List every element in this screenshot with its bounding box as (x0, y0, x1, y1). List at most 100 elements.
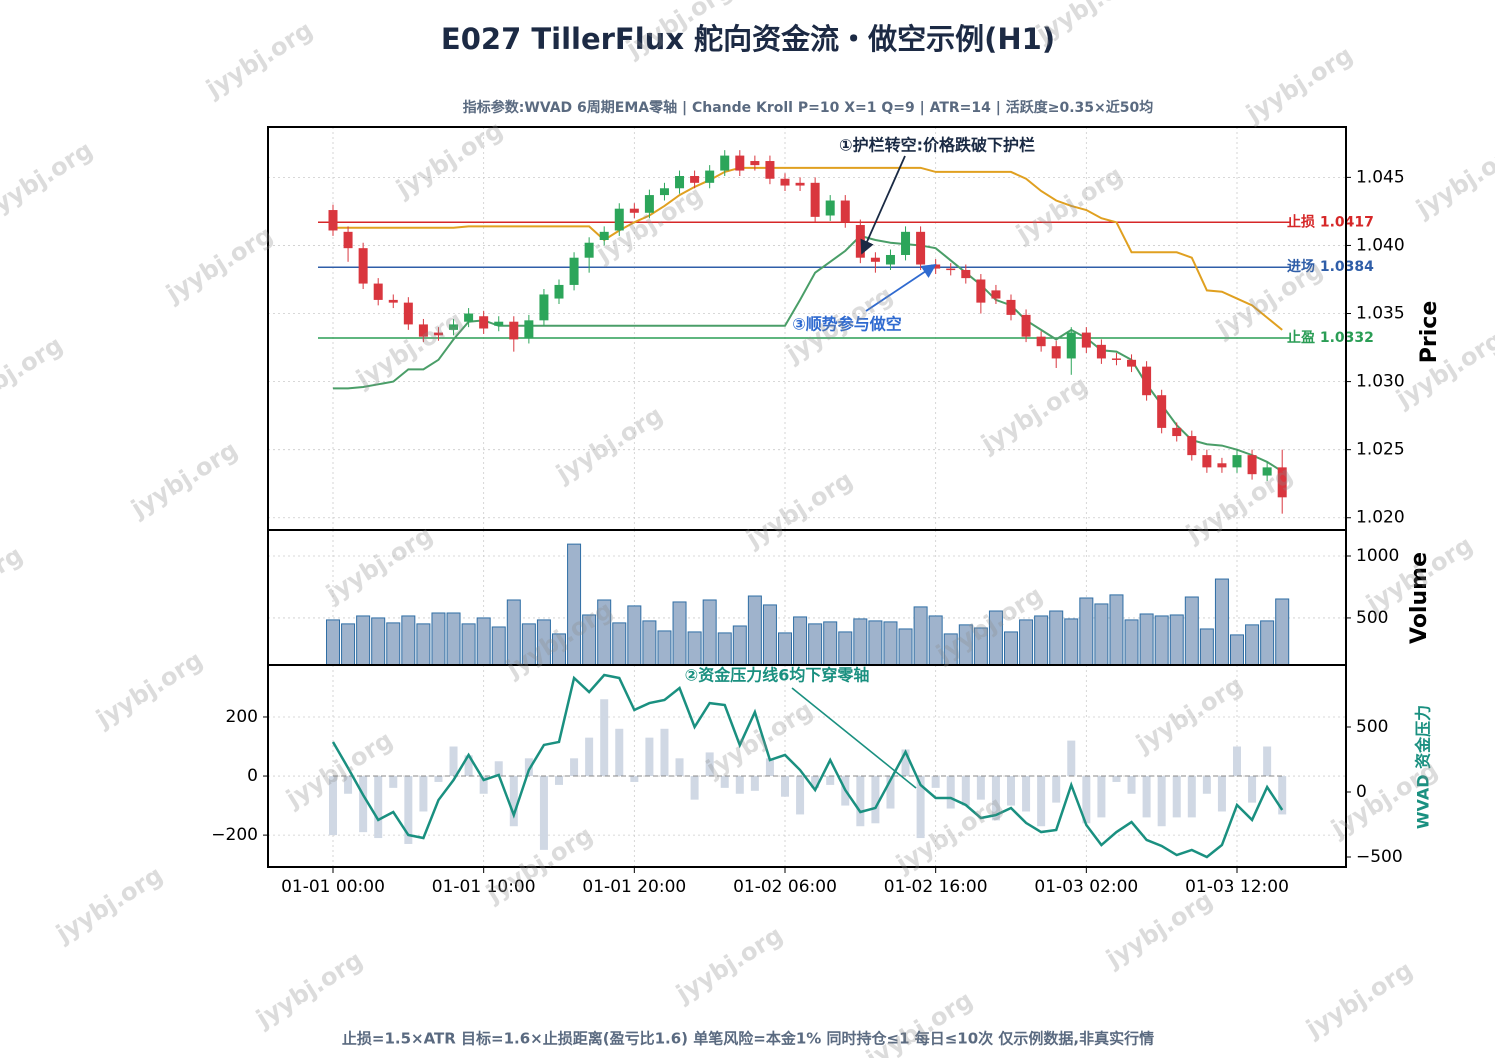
wvad-bar (449, 746, 458, 777)
volume-bar (1109, 594, 1124, 666)
annotation-arrow (865, 264, 937, 312)
candle-body (1111, 358, 1121, 360)
annotation-arrow (791, 687, 917, 789)
candle-body (418, 324, 428, 337)
x-tick-label: 01-03 02:00 (1034, 877, 1138, 897)
volume-bar (1004, 631, 1018, 666)
wvad-bar (524, 758, 533, 777)
candle-body (584, 242, 594, 258)
volume-bar (732, 625, 747, 666)
wvad-bar (344, 776, 353, 794)
wvad-bar (675, 758, 684, 777)
level-label: 止损 1.0417 (1287, 213, 1374, 230)
candle-body (1232, 455, 1242, 468)
wvad-bar (750, 776, 759, 791)
wvad-bar (464, 755, 473, 777)
wvad-bar (494, 761, 503, 777)
y-tick-label: −200 (211, 825, 258, 845)
wvad-bar (1097, 776, 1106, 818)
y-tick-label: 200 (226, 707, 258, 727)
candle-body (449, 324, 459, 330)
volume-bar (1260, 620, 1275, 666)
candle-body (433, 332, 443, 336)
volume-bar (1154, 615, 1169, 666)
wvad-bar (856, 776, 865, 827)
wvad-bar (1082, 776, 1091, 824)
volume-bar (853, 618, 868, 666)
wvad-bar (1052, 776, 1061, 803)
candle-body (524, 320, 534, 339)
volume-bar (793, 616, 808, 666)
candle-body (810, 182, 820, 217)
volume-bar (401, 615, 416, 666)
wvad-bar (735, 776, 744, 794)
wvad-bar (600, 699, 609, 777)
candle-body (1277, 467, 1287, 498)
volume-bar (702, 599, 717, 666)
wvad-bar (479, 776, 488, 794)
wvad-bar (796, 776, 805, 815)
volume-bar (898, 628, 913, 666)
wvad-bar (1233, 746, 1241, 777)
wvad-bar (961, 776, 970, 806)
volume-bar (808, 623, 823, 666)
wvad-bar (389, 776, 398, 788)
volume-bar (1275, 598, 1290, 666)
wvad-bar (1067, 740, 1076, 777)
candle-body (825, 200, 835, 216)
volume-bar (1199, 628, 1214, 666)
volume-bar (1079, 597, 1094, 666)
y-tick-label: 500 (1356, 608, 1388, 628)
footer: 止损=1.5×ATR 目标=1.6×止损距离(盈亏比1.6) 单笔风险=本金1%… (342, 1030, 1154, 1048)
volume-bar (1169, 614, 1184, 666)
volume-bar (476, 617, 491, 666)
x-tick-label: 01-02 06:00 (733, 877, 837, 897)
candle-body (916, 231, 926, 265)
wvad-bar (916, 776, 925, 839)
wvad-bar (434, 776, 443, 782)
volume-bar (1230, 634, 1244, 666)
wvad-bar (781, 776, 789, 797)
volume-bar (1139, 613, 1154, 666)
wvad-bar (886, 776, 895, 809)
volume-bar (778, 632, 792, 666)
candle-body (705, 170, 715, 183)
wvad-bar (871, 776, 880, 824)
wvad-bar (765, 758, 774, 777)
wvad-bar (570, 758, 579, 777)
wvad-bar (1263, 746, 1272, 777)
candle-body (659, 188, 669, 196)
volume-bar (1214, 578, 1229, 666)
volume-bar (1094, 603, 1109, 666)
level-label: 进场 1.0384 (1287, 259, 1374, 275)
y-tick-label: 1.025 (1356, 440, 1405, 460)
candle-body (870, 257, 880, 262)
y-tick-label: 1.040 (1356, 235, 1405, 255)
wvad-bar (1248, 776, 1257, 803)
volume-bar (642, 620, 657, 666)
volume-bar (762, 604, 777, 666)
wvad-bar (645, 737, 654, 777)
volume-bar (326, 619, 340, 666)
annotation: ③顺势参与做空 (792, 315, 902, 334)
candle-body (1142, 366, 1152, 396)
volume-bar (371, 617, 386, 666)
annotation-arrow (860, 155, 906, 255)
candle-body (735, 155, 745, 171)
candle-body (1066, 332, 1076, 359)
candle-body (750, 161, 760, 166)
candle-body (644, 195, 654, 213)
candle-body (343, 231, 353, 249)
candle-body (614, 208, 624, 231)
wvad-bar (1142, 776, 1151, 818)
y-axis-title: Price (1417, 301, 1442, 363)
x-tick-label: 01-02 16:00 (884, 877, 988, 897)
wvad-bar (811, 776, 820, 788)
volume-bar (717, 632, 732, 666)
candle-body (976, 279, 986, 303)
candle-body (991, 290, 1001, 299)
wvad-bar (660, 728, 669, 777)
y-axis-title: Volume (1407, 552, 1432, 644)
level-label: 止盈 1.0332 (1287, 329, 1374, 346)
candle-body (494, 321, 504, 326)
